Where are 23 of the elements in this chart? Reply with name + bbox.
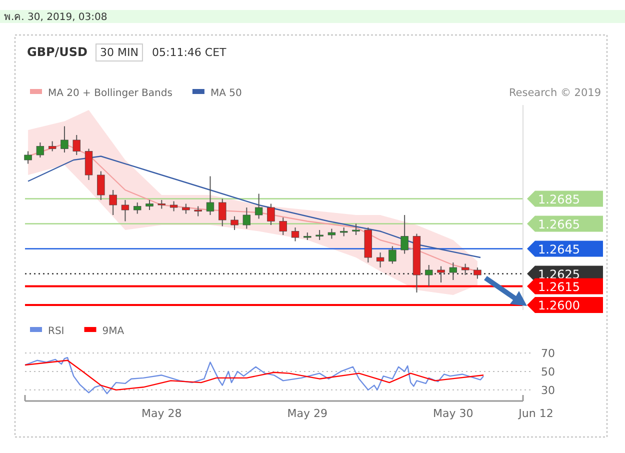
text: Jun 12 [518, 407, 554, 420]
legend-label: MA 20 + Bollinger Bands [48, 88, 172, 99]
x-tick-label: May 28 [142, 407, 182, 420]
y-tick-label: 1.2615 [538, 280, 580, 294]
y-tick-label: 30 [541, 384, 555, 397]
chart-title: GBP/USD [27, 45, 88, 59]
y-tick-label: 70 [541, 347, 555, 360]
text: พ.ค. 30, 2019, 03:08 [4, 12, 108, 23]
y-tick-label: 1.2600 [538, 298, 580, 312]
legend-label: RSI [48, 326, 64, 337]
legend-label: 9MA [102, 326, 124, 337]
legend-label: MA 50 [210, 88, 242, 99]
line-series [27, 156, 482, 258]
y-tick-label: 50 [541, 365, 555, 378]
x-tick-label: May 30 [433, 407, 474, 420]
y-tick-label: 1.2685 [538, 192, 580, 206]
text: 30 MIN [100, 46, 138, 59]
y-tick-label: 1.2665 [538, 217, 580, 232]
text: 05:11:46 CET [152, 46, 227, 59]
y-tick-label: 1.2645 [538, 242, 580, 256]
y-tick-label: 1.2625 [538, 267, 580, 282]
x-tick-label: May 29 [287, 407, 328, 420]
text: Research © 2019 [508, 87, 601, 99]
